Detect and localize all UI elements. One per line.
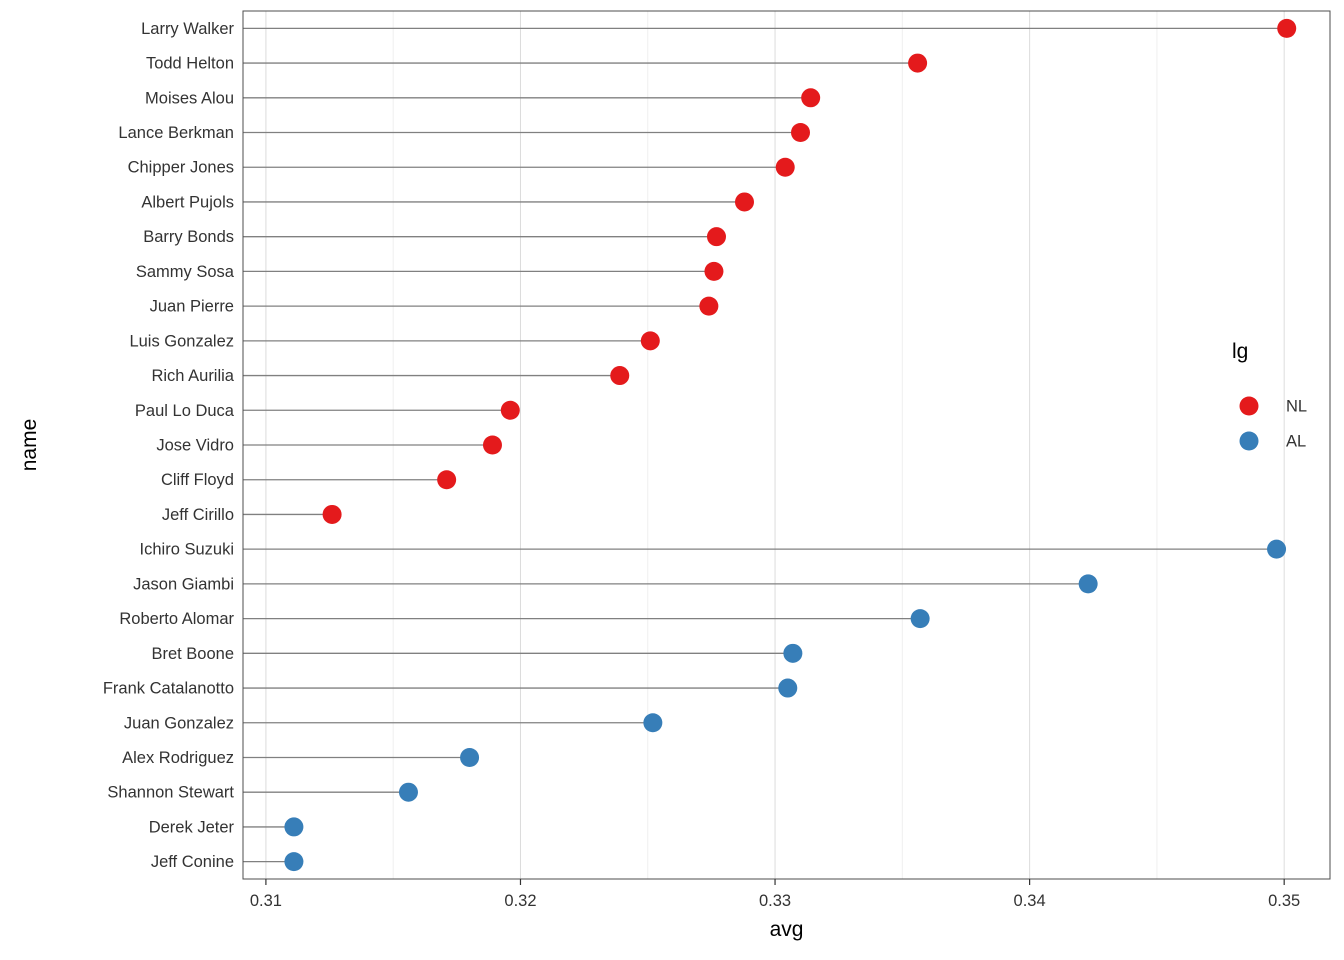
data-point [704,261,724,281]
legend-key-al-icon [1239,431,1259,451]
data-point [643,713,663,733]
data-point [910,609,930,629]
data-point [801,88,821,108]
data-point [398,782,418,802]
y-tick-label: Ichiro Suzuki [140,541,234,559]
x-tick-label: 0.35 [1268,892,1300,910]
y-tick-label: Albert Pujols [141,193,234,211]
y-tick-label: Jose Vidro [156,437,234,455]
data-point [437,470,457,490]
legend-label: AL [1286,433,1306,451]
y-axis-title: name [18,418,41,472]
y-tick-label: Luis Gonzalez [129,332,234,350]
y-tick-label: Jeff Conine [151,853,234,871]
data-point [734,192,754,212]
data-point [284,817,304,837]
x-axis-title: avg [769,918,804,941]
data-point [778,678,798,698]
y-tick-label: Jason Giambi [133,575,234,593]
y-tick-label: Shannon Stewart [107,784,234,802]
data-point [1078,574,1098,594]
x-tick-label: 0.34 [1014,892,1046,910]
data-point [791,123,811,143]
data-point [783,643,803,663]
y-tick-label: Chipper Jones [128,159,234,177]
legend-key-nl-icon [1239,396,1259,416]
data-point [1267,539,1287,559]
y-tick-label: Todd Helton [146,55,234,73]
y-tick-label: Paul Lo Duca [135,402,235,420]
data-point [284,852,304,872]
panel-border [242,10,1331,880]
y-tick-label: Barry Bonds [143,228,234,246]
x-tick-label: 0.32 [504,892,536,910]
y-tick-label: Jeff Cirillo [162,506,234,524]
y-tick-label: Sammy Sosa [136,263,235,281]
y-tick-label: Derek Jeter [149,818,235,836]
y-tick-label: Lance Berkman [118,124,234,142]
data-point [610,366,630,386]
data-point [706,227,726,247]
y-tick-label: Rich Aurilia [151,367,234,385]
y-tick-label: Roberto Alomar [119,610,234,628]
data-point [482,435,502,455]
data-point [699,296,719,316]
y-tick-label: Larry Walker [141,20,234,38]
data-point [908,53,928,73]
legend-title: lg [1232,340,1248,363]
y-tick-label: Cliff Floyd [161,471,234,489]
data-point [500,400,520,420]
data-point [460,747,480,767]
y-tick-label: Alex Rodriguez [122,749,234,767]
y-tick-label: Moises Alou [145,89,234,107]
y-tick-label: Juan Gonzalez [124,714,234,732]
x-tick-label: 0.33 [759,892,791,910]
y-tick-label: Juan Pierre [150,298,234,316]
data-point [1277,18,1297,38]
data-point [775,157,795,177]
y-tick-label: Bret Boone [151,645,234,663]
data-point [640,331,660,351]
x-tick-label: 0.31 [250,892,282,910]
legend-label: NL [1286,398,1307,416]
data-point [322,504,342,524]
y-tick-label: Frank Catalanotto [103,680,234,698]
